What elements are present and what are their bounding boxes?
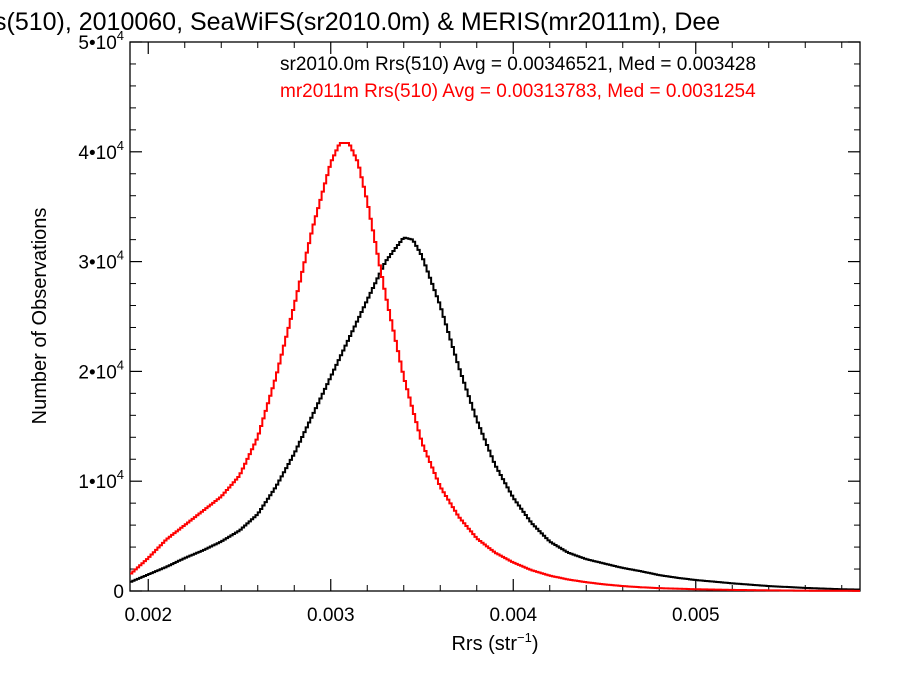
y-tick-mantissa: 5•10 (78, 33, 116, 54)
x-axis-label: Rrs (str−1) (451, 630, 538, 655)
y-tick-mantissa: 1•10 (78, 472, 116, 493)
x-axis-label-text: Rrs (str (451, 633, 517, 655)
chart-title: s(510), 2010060, SeaWiFS(sr2010.0m) & ME… (0, 8, 720, 36)
y-tick-mantissa: 4•10 (78, 143, 116, 164)
series-2-annotation: mr2011m Rrs(510) Avg = 0.00313783, Med =… (280, 81, 756, 102)
y-tick-exponent: 4 (117, 28, 124, 43)
y-tick-label: 5•104 (78, 28, 124, 54)
y-tick-mantissa: 0 (113, 582, 124, 603)
series-1-histogram (130, 236, 860, 591)
y-tick-mantissa: 3•10 (78, 253, 116, 274)
x-tick-label: 0.002 (124, 605, 172, 626)
x-tick-labels: 0.002 0.003 0.004 0.005 (124, 605, 719, 626)
plot-area (129, 41, 861, 592)
y-tick-label: 4•104 (78, 138, 124, 164)
y-tick-label: 3•104 (78, 248, 124, 274)
y-tick-label: 1•104 (78, 467, 124, 493)
x-tick-label: 0.005 (672, 605, 720, 626)
x-axis-label-superscript: −1 (517, 630, 532, 645)
plot-frame (129, 41, 861, 592)
x-axis-label-close: ) (532, 633, 539, 655)
x-tick-label: 0.004 (489, 605, 537, 626)
y-tick-exponent: 4 (117, 357, 124, 372)
series-layer (130, 142, 860, 592)
y-tick-exponent: 4 (117, 138, 124, 153)
series-2-histogram (130, 142, 860, 592)
y-tick-mantissa: 2•10 (78, 362, 116, 383)
series-1-annotation: sr2010.0m Rrs(510) Avg = 0.00346521, Med… (280, 54, 756, 75)
axis-ticks (130, 41, 860, 592)
y-tick-label: 0 (113, 582, 124, 603)
y-axis-label: Number of Observations (29, 208, 51, 425)
y-tick-exponent: 4 (117, 248, 124, 263)
y-tick-exponent: 4 (117, 467, 124, 482)
x-tick-label: 0.003 (307, 605, 355, 626)
y-tick-label: 2•104 (78, 357, 124, 383)
